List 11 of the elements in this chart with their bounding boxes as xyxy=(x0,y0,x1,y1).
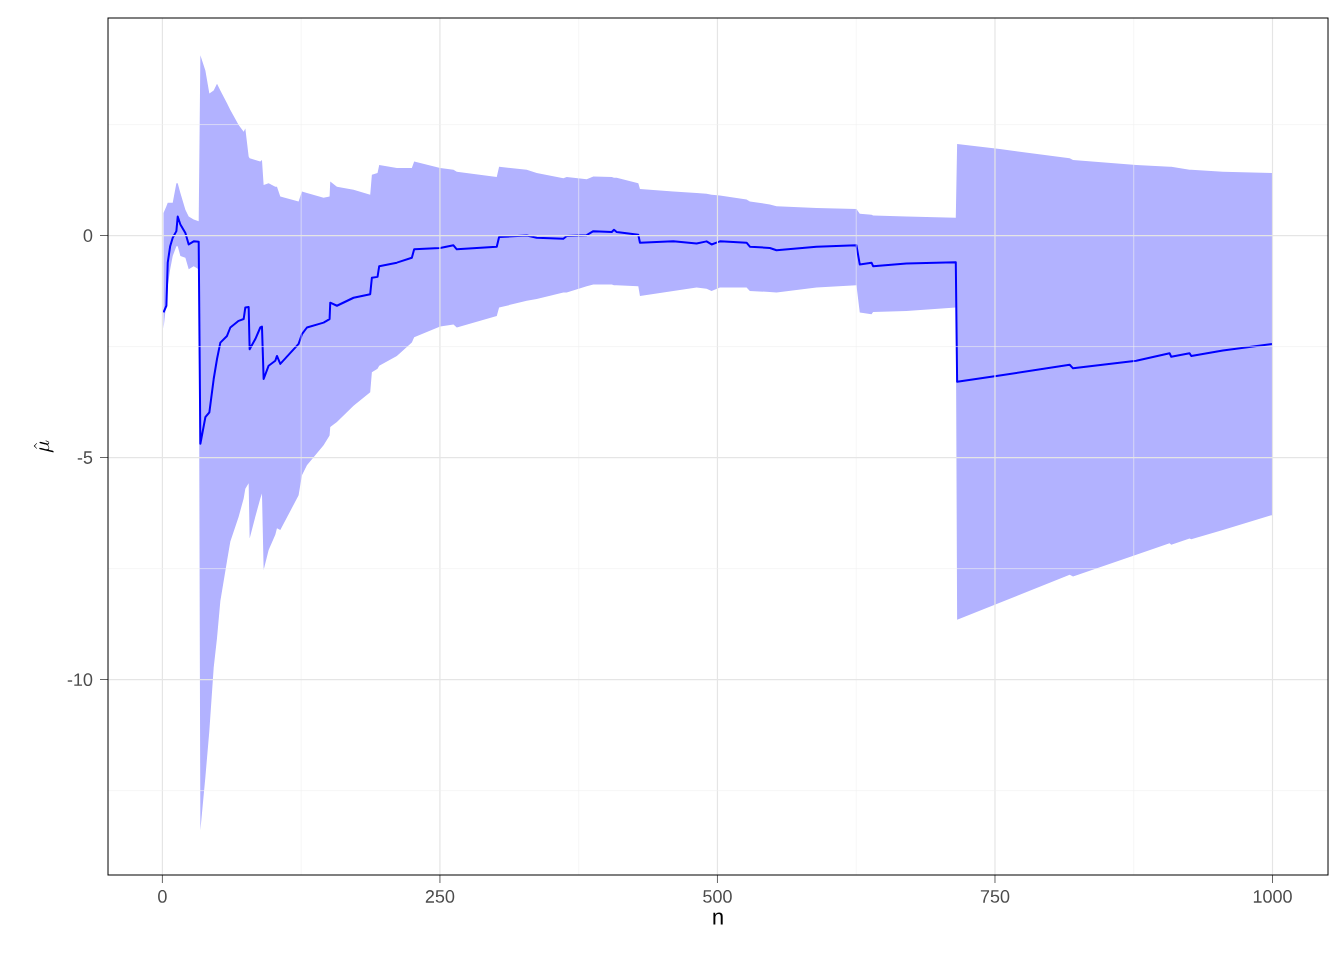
y-axis-title: $\hat{\mu}$ xyxy=(33,440,54,453)
x-tick-label: 500 xyxy=(703,890,732,903)
x-tick-label: 250 xyxy=(425,890,455,903)
x-tick-label: 0 xyxy=(158,890,167,903)
x-tick-label: 750 xyxy=(980,890,1010,903)
y-tick-label: -10 xyxy=(67,673,93,687)
x-tick-label: 1000 xyxy=(1253,890,1292,903)
y-tick-label: 0 xyxy=(83,229,93,242)
line-series xyxy=(162,215,1274,445)
y-tick-label: -5 xyxy=(77,451,93,464)
x-axis-title: n xyxy=(713,912,723,925)
